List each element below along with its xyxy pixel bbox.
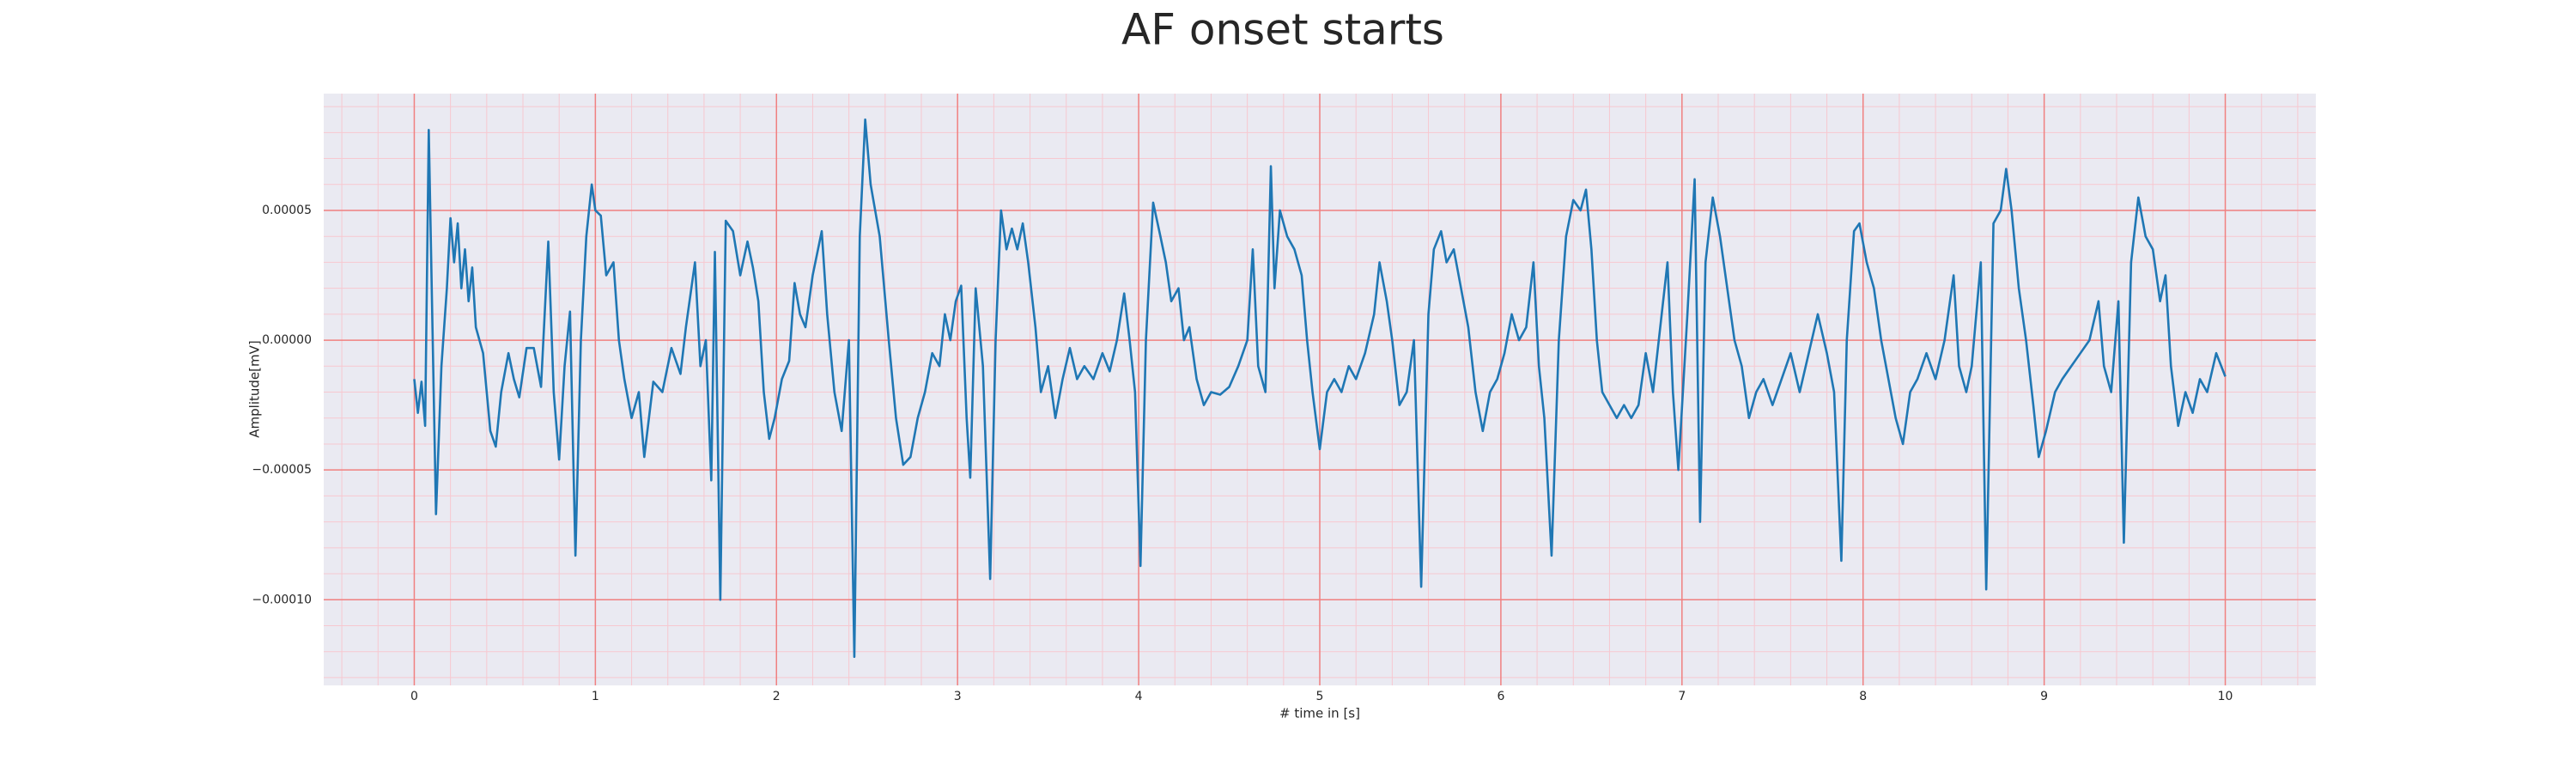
chart-title: AF onset starts [1121, 5, 1444, 55]
x-tick-label: 1 [592, 690, 599, 703]
x-tick-label: 5 [1316, 690, 1324, 703]
x-tick-label: 3 [954, 690, 962, 703]
signal-line [413, 118, 2227, 659]
y-tick-label: 0.00000 [262, 333, 312, 347]
x-tick-label: 4 [1135, 690, 1143, 703]
y-tick-label: −0.00005 [252, 463, 312, 477]
x-tick-label: 0 [410, 690, 418, 703]
x-tick-label: 7 [1678, 690, 1686, 703]
grid [324, 94, 2316, 685]
x-tick-label: 2 [773, 690, 781, 703]
x-tick-label: 6 [1497, 690, 1504, 703]
y-axis-label: Amplitude[mV] [247, 340, 263, 437]
y-tick-label: 0.00005 [262, 204, 312, 217]
x-tick-label: 10 [2218, 690, 2233, 703]
x-tick-label: 8 [1859, 690, 1867, 703]
y-tick-label: −0.00010 [252, 593, 312, 606]
x-tick-label: 9 [2040, 690, 2048, 703]
labels: 0 1 2 3 4 5 6 7 8 9 10 −0.00010 −0.00005 0.00000 0.000… [252, 204, 2233, 703]
marks [413, 118, 2227, 659]
x-axis-label: # time in [s] [1279, 706, 1360, 721]
